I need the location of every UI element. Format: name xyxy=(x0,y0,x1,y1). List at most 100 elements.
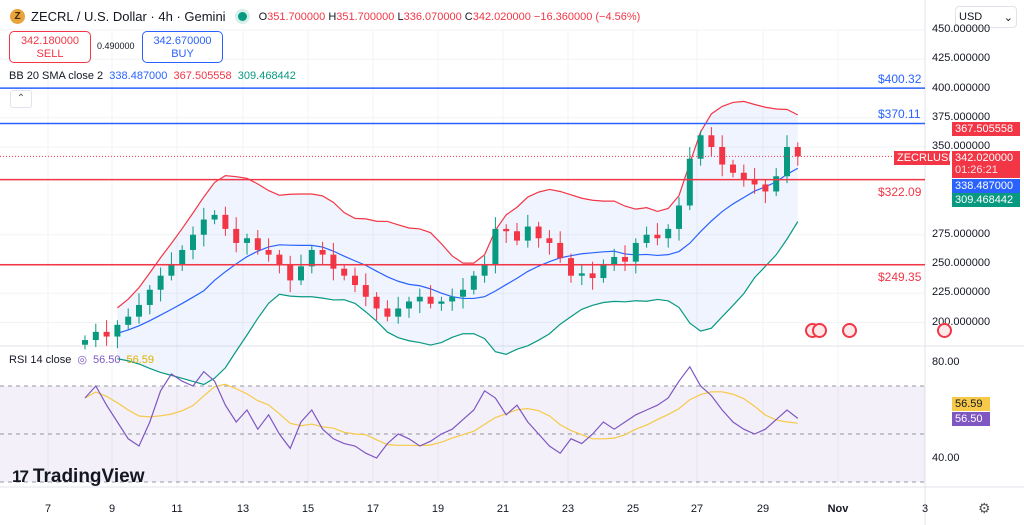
candle-body xyxy=(190,234,196,250)
time-axis-label: 27 xyxy=(690,503,704,515)
candle-body xyxy=(481,264,488,276)
symbol-title[interactable]: ZECRL / U.S. Dollar · 4h · Gemini xyxy=(31,9,226,24)
candle-body xyxy=(341,268,348,276)
candle-body xyxy=(578,273,585,276)
candle-body xyxy=(730,164,736,173)
candle-body xyxy=(276,254,283,264)
currency-select[interactable]: USD ⌄ xyxy=(955,6,1017,28)
time-axis-label: 11 xyxy=(171,503,183,515)
candle-body xyxy=(146,289,153,305)
candle-body xyxy=(200,219,207,235)
time-axis-label: Nov xyxy=(827,503,849,515)
rsi-ma-line xyxy=(84,383,798,447)
candle-body xyxy=(600,264,607,279)
rsi-axis-80: 80.00 xyxy=(932,356,960,368)
candle-body xyxy=(103,331,110,337)
candle-body xyxy=(697,135,704,159)
time-axis-label: 7 xyxy=(44,503,52,515)
candle-body xyxy=(254,238,261,250)
spread: 0.490000 xyxy=(97,41,135,51)
bb-legend[interactable]: BB 20 SMA close 2 338.487000 367.505558 … xyxy=(9,70,296,82)
price-axis-label: 350.000000 xyxy=(932,140,991,152)
level-label: $249.35 xyxy=(878,269,922,284)
tradingview-logo[interactable]: 17 TradingView xyxy=(12,466,145,487)
buy-price: 342.670000 xyxy=(153,35,212,47)
candle-body xyxy=(211,214,218,220)
candle-body xyxy=(460,289,466,297)
candle-body xyxy=(427,296,434,304)
sell-price: 342.180000 xyxy=(20,35,80,47)
candle-body xyxy=(244,238,250,243)
level-label: $400.32 xyxy=(878,72,922,87)
bb-basis-tag: 338.487000 xyxy=(952,179,1020,193)
candle-body xyxy=(384,308,391,317)
candle-body xyxy=(708,135,715,147)
chevron-down-icon: ⌄ xyxy=(1003,12,1013,24)
time-axis-label: 19 xyxy=(431,503,445,515)
bb-upper-tag: 367.505558 xyxy=(952,122,1020,136)
candle-body xyxy=(654,234,661,239)
candle-body xyxy=(319,249,326,255)
collapse-legend-button[interactable]: ⌃ xyxy=(10,90,32,108)
sell-button[interactable]: 342.180000 SELL xyxy=(9,31,91,63)
candle-body xyxy=(233,228,240,243)
candle-body xyxy=(92,331,99,341)
event-icon[interactable] xyxy=(937,323,952,338)
time-axis-label: 17 xyxy=(366,503,380,515)
time-axis-label: 13 xyxy=(236,503,250,515)
candle-body xyxy=(492,228,499,264)
rsi-value-tag: 56.50 xyxy=(952,412,990,426)
settings-icon[interactable]: ⚙ xyxy=(978,500,991,516)
rsi-legend[interactable]: RSI 14 close ◎ 56.50 56.59 xyxy=(9,353,155,367)
candle-body xyxy=(330,254,337,269)
time-axis-label: 15 xyxy=(301,503,315,515)
bb-basis-line xyxy=(117,167,799,334)
price-axis-label: 275.000000 xyxy=(932,227,991,240)
rsi-settings-icon[interactable]: ◎ xyxy=(77,354,87,366)
event-icon[interactable] xyxy=(812,323,827,338)
candle-body xyxy=(114,324,121,337)
candle-body xyxy=(611,256,618,264)
symbol-tag: ZECRLUSD xyxy=(894,151,956,165)
candle-body xyxy=(136,304,142,317)
rsi-line xyxy=(84,365,799,459)
candle-body xyxy=(168,264,175,276)
candle-body xyxy=(740,172,747,180)
candle-body xyxy=(287,264,294,281)
time-axis-label: 23 xyxy=(561,503,575,515)
candle-body xyxy=(794,147,801,157)
candle-body xyxy=(589,273,596,279)
candle-body xyxy=(157,275,164,290)
last-price-tag: 342.020000 01:26:21 xyxy=(952,151,1020,178)
sell-label: SELL xyxy=(36,48,64,60)
candle-body xyxy=(373,296,380,309)
candle-body xyxy=(438,301,445,304)
candle-body xyxy=(470,275,477,290)
event-icon[interactable] xyxy=(842,323,857,338)
candle-body xyxy=(362,285,369,297)
candle-body xyxy=(665,228,672,239)
bb-lower-tag: 309.468442 xyxy=(952,193,1020,207)
buy-label: BUY xyxy=(171,48,194,60)
symbol-header: Z ZECRL / U.S. Dollar · 4h · Gemini O351… xyxy=(10,9,640,24)
candle-body xyxy=(298,266,304,281)
price-axis-label: 425.000000 xyxy=(932,52,991,65)
candle-body xyxy=(622,256,628,262)
candle-body xyxy=(784,147,790,177)
candle-body xyxy=(686,158,693,206)
candle-body xyxy=(762,184,769,192)
candle-body xyxy=(773,176,780,192)
candle-body xyxy=(352,275,358,286)
rsi-axis-40: 40.00 xyxy=(932,452,960,464)
candle-body xyxy=(222,214,229,229)
rsi-ma-tag: 56.59 xyxy=(952,397,990,411)
candle-body xyxy=(265,249,272,255)
level-label: $370.11 xyxy=(878,107,921,122)
price-axis-label: 225.000000 xyxy=(932,286,991,299)
candle-body xyxy=(308,249,315,267)
buy-button[interactable]: 342.670000 BUY xyxy=(142,31,223,63)
candle-body xyxy=(449,296,456,302)
time-axis-label: 25 xyxy=(626,503,640,515)
time-axis-label: 9 xyxy=(108,503,116,515)
